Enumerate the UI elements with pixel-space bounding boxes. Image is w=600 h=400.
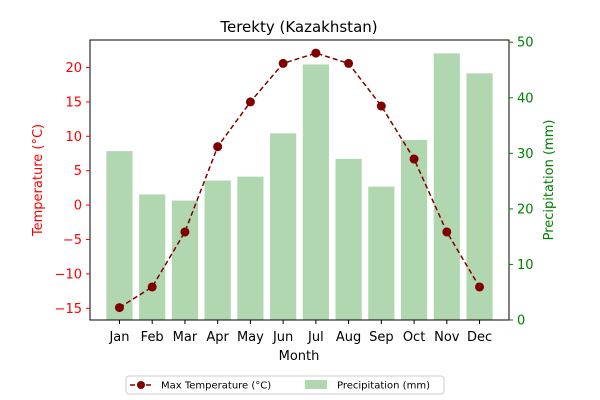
temperature-tick-label: 10 bbox=[65, 130, 82, 145]
precipitation-bar bbox=[106, 151, 133, 320]
temperature-point bbox=[311, 48, 321, 58]
precipitation-bar bbox=[466, 73, 493, 320]
precipitation-bar bbox=[270, 133, 297, 320]
temperature-point bbox=[213, 142, 223, 152]
temperature-tick-label: 20 bbox=[65, 61, 82, 76]
temperature-point bbox=[409, 154, 419, 164]
precipitation-bar bbox=[368, 186, 395, 320]
precipitation-bar bbox=[335, 158, 362, 320]
temperature-tick-label: −15 bbox=[55, 302, 82, 317]
x-tick-label: Oct bbox=[403, 330, 425, 345]
precipitation-bar bbox=[139, 194, 166, 320]
precipitation-axis-title: Precipitation (mm) bbox=[542, 120, 557, 241]
temperature-line-series bbox=[114, 48, 485, 313]
temperature-point bbox=[147, 282, 157, 292]
precipitation-bar bbox=[237, 176, 264, 320]
precipitation-tick-label: 50 bbox=[517, 36, 534, 51]
legend: Max Temperature (°C) Precipitation (mm) bbox=[125, 375, 445, 395]
temperature-tick-label: 5 bbox=[74, 164, 82, 179]
x-axis-title: Month bbox=[279, 349, 320, 364]
x-tick-label: Dec bbox=[467, 330, 492, 345]
temperature-point bbox=[245, 97, 255, 107]
temperature-tick-label: −5 bbox=[63, 233, 82, 248]
x-tick-label: Jun bbox=[272, 330, 293, 345]
x-axis: Jan Feb Mar Apr May Jun Jul Aug Sep Oct Nov Dec bbox=[108, 320, 492, 345]
x-tick-label: Jan bbox=[108, 330, 129, 345]
x-tick-label: Sep bbox=[369, 330, 394, 345]
precipitation-axis: 0 10 20 30 40 50 bbox=[509, 36, 534, 329]
legend-label-precipitation: Precipitation (mm) bbox=[337, 381, 430, 392]
temperature-point bbox=[442, 227, 452, 237]
legend-bar-swatch bbox=[305, 380, 327, 389]
precipitation-bar bbox=[302, 64, 329, 320]
plot-frame bbox=[89, 39, 510, 321]
temperature-tick-label: 0 bbox=[74, 199, 82, 214]
x-tick-label: Apr bbox=[206, 330, 229, 345]
precipitation-tick-label: 40 bbox=[517, 91, 534, 106]
temperature-point bbox=[344, 58, 354, 68]
temperature-point bbox=[475, 282, 485, 292]
x-tick-label: Feb bbox=[141, 330, 164, 345]
precipitation-bar bbox=[204, 180, 231, 320]
precipitation-bar bbox=[433, 53, 460, 320]
x-tick-label: Mar bbox=[173, 330, 198, 345]
x-tick-label: May bbox=[237, 330, 264, 345]
precipitation-bars bbox=[106, 53, 493, 320]
temperature-axis-title: Temperature (°C) bbox=[31, 124, 46, 237]
precipitation-tick-label: 30 bbox=[517, 147, 534, 162]
precipitation-tick-label: 10 bbox=[517, 258, 534, 273]
x-tick-label: Nov bbox=[434, 330, 460, 345]
temperature-point bbox=[376, 101, 386, 111]
legend-frame bbox=[125, 375, 445, 395]
temperature-point bbox=[114, 303, 124, 313]
chart-title: Terekty (Kazakhstan) bbox=[219, 18, 377, 36]
temperature-point bbox=[180, 227, 190, 237]
temperature-tick-label: 15 bbox=[65, 95, 82, 110]
temperature-tick-label: −10 bbox=[55, 267, 82, 282]
x-tick-label: Jul bbox=[307, 330, 324, 345]
legend-marker-swatch bbox=[137, 381, 145, 389]
temperature-point bbox=[278, 58, 288, 68]
legend-label-temperature: Max Temperature (°C) bbox=[161, 381, 271, 392]
temperature-axis: −15 −10 −5 0 5 10 15 20 bbox=[55, 61, 90, 317]
precipitation-bar bbox=[400, 140, 428, 320]
temperature-line bbox=[119, 52, 481, 309]
x-tick-label: Aug bbox=[336, 330, 361, 345]
precipitation-tick-label: 20 bbox=[517, 202, 534, 217]
precipitation-tick-label: 0 bbox=[517, 314, 525, 329]
precipitation-bar bbox=[171, 200, 199, 320]
